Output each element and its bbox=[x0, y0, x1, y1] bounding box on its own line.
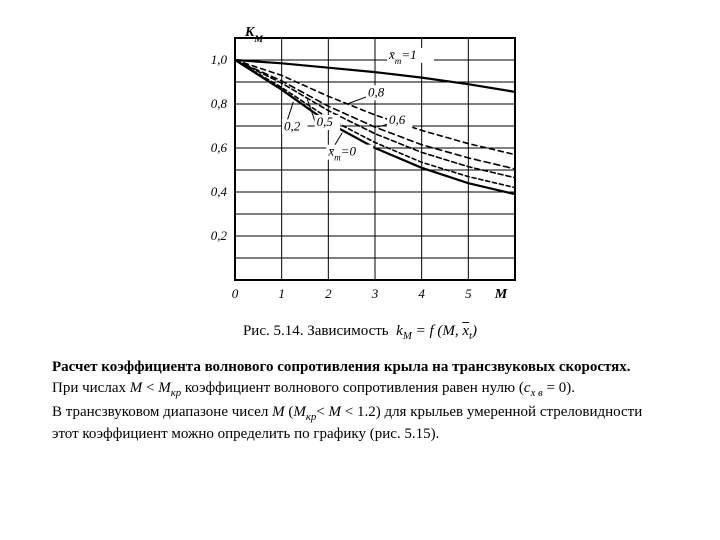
svg-text:4: 4 bbox=[418, 286, 425, 301]
p1-frag-b: < bbox=[142, 380, 158, 396]
p1-frag-d: = 0). bbox=[543, 380, 575, 396]
svg-text:0,8: 0,8 bbox=[211, 96, 228, 111]
section-title: Расчет коэффициента волнового сопротивле… bbox=[52, 358, 668, 377]
figure-caption: Рис. 5.14. Зависимость kM = f (M, xt) bbox=[40, 323, 680, 342]
svg-text:1: 1 bbox=[278, 286, 285, 301]
svg-text:2: 2 bbox=[325, 286, 332, 301]
svg-text:0,6: 0,6 bbox=[211, 140, 228, 155]
svg-text:1,0: 1,0 bbox=[211, 52, 228, 67]
page-root: 0,20,40,60,81,0012345KMMx̄т=10,80,60,50,… bbox=[0, 0, 720, 540]
svg-text:0,2: 0,2 bbox=[211, 228, 228, 243]
p1-frag-a: При числах bbox=[52, 380, 130, 396]
svg-text:0,2: 0,2 bbox=[284, 118, 301, 133]
paragraph-2: В трансзвуковом диапазоне чисел M (Mкр< … bbox=[52, 403, 668, 444]
symbol-M: M bbox=[130, 380, 143, 396]
symbol-Mkr-1: Mкр bbox=[158, 380, 181, 396]
body-text: Расчет коэффициента волнового сопротивле… bbox=[52, 358, 668, 444]
caption-prefix: Рис. 5.14. Зависимость bbox=[243, 323, 389, 339]
symbol-M-2: M bbox=[272, 404, 285, 420]
symbol-M-3: M bbox=[328, 404, 341, 420]
svg-text:5: 5 bbox=[465, 286, 472, 301]
symbol-cxv: cx в bbox=[524, 380, 543, 396]
p2-frag-c: < bbox=[316, 404, 328, 420]
p1-frag-c: коэффициент волнового сопротивления раве… bbox=[181, 380, 524, 396]
chart-svg: 0,20,40,60,81,0012345KMMx̄т=10,80,60,50,… bbox=[180, 20, 540, 310]
p2-frag-a: В трансзвуковом диапазоне чисел bbox=[52, 404, 272, 420]
svg-text:0,6: 0,6 bbox=[389, 112, 406, 127]
caption-formula: kM = f (M, xt) bbox=[392, 323, 477, 339]
svg-text:3: 3 bbox=[371, 286, 379, 301]
svg-text:0: 0 bbox=[232, 286, 239, 301]
p2-frag-b: ( bbox=[285, 404, 294, 420]
svg-text:M: M bbox=[494, 287, 508, 302]
svg-text:0,5: 0,5 bbox=[317, 114, 334, 129]
svg-text:0,8: 0,8 bbox=[368, 84, 385, 99]
symbol-Mkr-2: Mкр bbox=[293, 404, 316, 420]
paragraph-1: При числах M < Mкр коэффициент волнового… bbox=[52, 379, 668, 401]
chart-container: 0,20,40,60,81,0012345KMMx̄т=10,80,60,50,… bbox=[180, 20, 540, 315]
svg-text:0,4: 0,4 bbox=[211, 184, 228, 199]
